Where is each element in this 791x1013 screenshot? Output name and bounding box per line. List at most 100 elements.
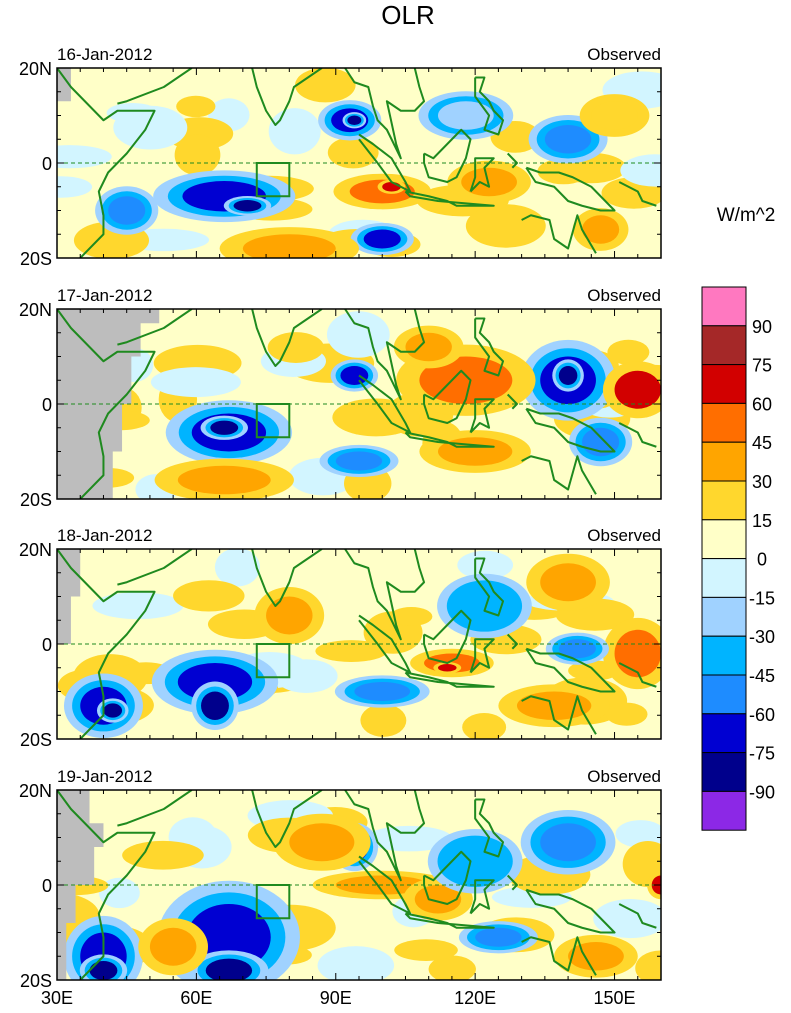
coastline: [618, 181, 657, 207]
colorbar-swatch: [701, 558, 747, 598]
colorbar-swatch: [701, 674, 747, 715]
olr-feature: [89, 961, 118, 980]
map-field: [57, 68, 661, 258]
panel: 20N 0 20S 17-Jan-2012 Observed: [19, 286, 662, 510]
coastline: [358, 614, 412, 674]
olr-feature: [363, 229, 401, 249]
olr-blob: [457, 550, 514, 580]
coastline: [506, 152, 518, 169]
panel-tag: Observed: [587, 45, 661, 64]
y-tick-label: 20N: [19, 540, 52, 560]
olr-feature: [210, 420, 239, 435]
region-box: [255, 162, 291, 198]
y-tick-label: 0: [42, 395, 52, 415]
region-box: [255, 643, 291, 679]
panel-date: 18-Jan-2012: [57, 526, 152, 545]
coastline: [618, 422, 657, 448]
colorbar-swatch: [701, 519, 747, 560]
coastline: [618, 662, 657, 688]
olr-blob: [214, 549, 261, 587]
coastline: [525, 407, 616, 453]
olr-blob: [607, 339, 650, 365]
olr-feature: [347, 115, 362, 125]
olr-feature: [475, 927, 522, 947]
olr-blob: [365, 825, 453, 852]
coastline: [117, 549, 193, 586]
colorbar-swatch: [701, 325, 747, 366]
coastline: [423, 128, 472, 183]
colorbar-label: 30: [752, 472, 772, 492]
coastline: [474, 798, 505, 858]
olr-feature: [149, 927, 197, 966]
colorbar-swatch: [701, 752, 747, 792]
y-tick-label: 20N: [19, 300, 52, 320]
coastline: [117, 790, 193, 827]
coastline: [228, 790, 323, 848]
olr-blob: [465, 204, 546, 248]
olr-blob: [274, 659, 338, 693]
olr-feature: [266, 596, 313, 635]
colorbar-label: 90: [752, 317, 772, 337]
olr-blob: [92, 592, 184, 620]
panel-tag: Observed: [587, 767, 661, 786]
olr-blob: [57, 176, 93, 198]
coastline: [344, 68, 426, 160]
colorbar-label: 60: [752, 394, 772, 414]
coastline: [57, 309, 156, 499]
coastline: [521, 695, 597, 735]
olr-feature: [568, 942, 624, 971]
coastline: [344, 549, 426, 641]
y-tick-label: 0: [42, 154, 52, 174]
region-box: [255, 403, 291, 439]
panel-tag: Observed: [587, 286, 661, 305]
panel-date: 16-Jan-2012: [57, 45, 152, 64]
olr-feature: [242, 234, 336, 258]
coastline: [423, 609, 472, 664]
coastline: [474, 76, 505, 136]
coastline: [228, 549, 323, 607]
olr-blob: [267, 332, 325, 363]
olr-blob: [268, 108, 321, 155]
map-field: [57, 549, 661, 739]
olr-blob: [113, 105, 188, 150]
colorbar-label: -90: [749, 782, 775, 802]
panel: 20N 0 20S 16-Jan-2012 Observed: [19, 45, 662, 269]
olr-feature: [582, 215, 620, 244]
y-tick-label: 0: [42, 876, 52, 896]
coastline: [228, 309, 323, 367]
colorbar-label: -30: [749, 627, 775, 647]
coastline: [521, 936, 597, 976]
coastline: [525, 166, 616, 212]
olr-blob: [462, 713, 507, 739]
coastline: [344, 309, 426, 401]
olr-feature: [289, 823, 355, 862]
figure-title: OLR: [381, 0, 434, 30]
colorbar-label: -45: [749, 666, 775, 686]
y-tick-label: 20S: [20, 730, 52, 750]
colorbar-swatch: [701, 364, 747, 404]
coastline: [404, 671, 495, 688]
x-tick-label: 150E: [594, 988, 636, 1008]
colorbar-swatch: [701, 286, 747, 327]
olr-feature: [540, 823, 596, 862]
panel-date: 19-Jan-2012: [57, 767, 152, 786]
olr-feature: [591, 101, 638, 130]
y-tick-label: 20S: [20, 249, 52, 269]
olr-feature: [461, 167, 517, 197]
coastline: [344, 790, 426, 882]
olr-feature: [405, 332, 452, 362]
olr-blob: [615, 820, 661, 848]
coastline: [117, 309, 193, 346]
olr-blob: [295, 68, 356, 103]
coastline: [423, 369, 472, 424]
coastline: [404, 912, 495, 929]
olr-blob: [360, 704, 407, 737]
olr-blob: [390, 606, 433, 626]
olr-blob: [394, 939, 458, 961]
olr-blob: [57, 145, 112, 169]
olr-blob: [537, 158, 590, 185]
olr-blob: [605, 702, 648, 726]
coastline: [506, 874, 518, 891]
olr-blob: [620, 154, 661, 187]
y-tick-label: 20S: [20, 490, 52, 510]
